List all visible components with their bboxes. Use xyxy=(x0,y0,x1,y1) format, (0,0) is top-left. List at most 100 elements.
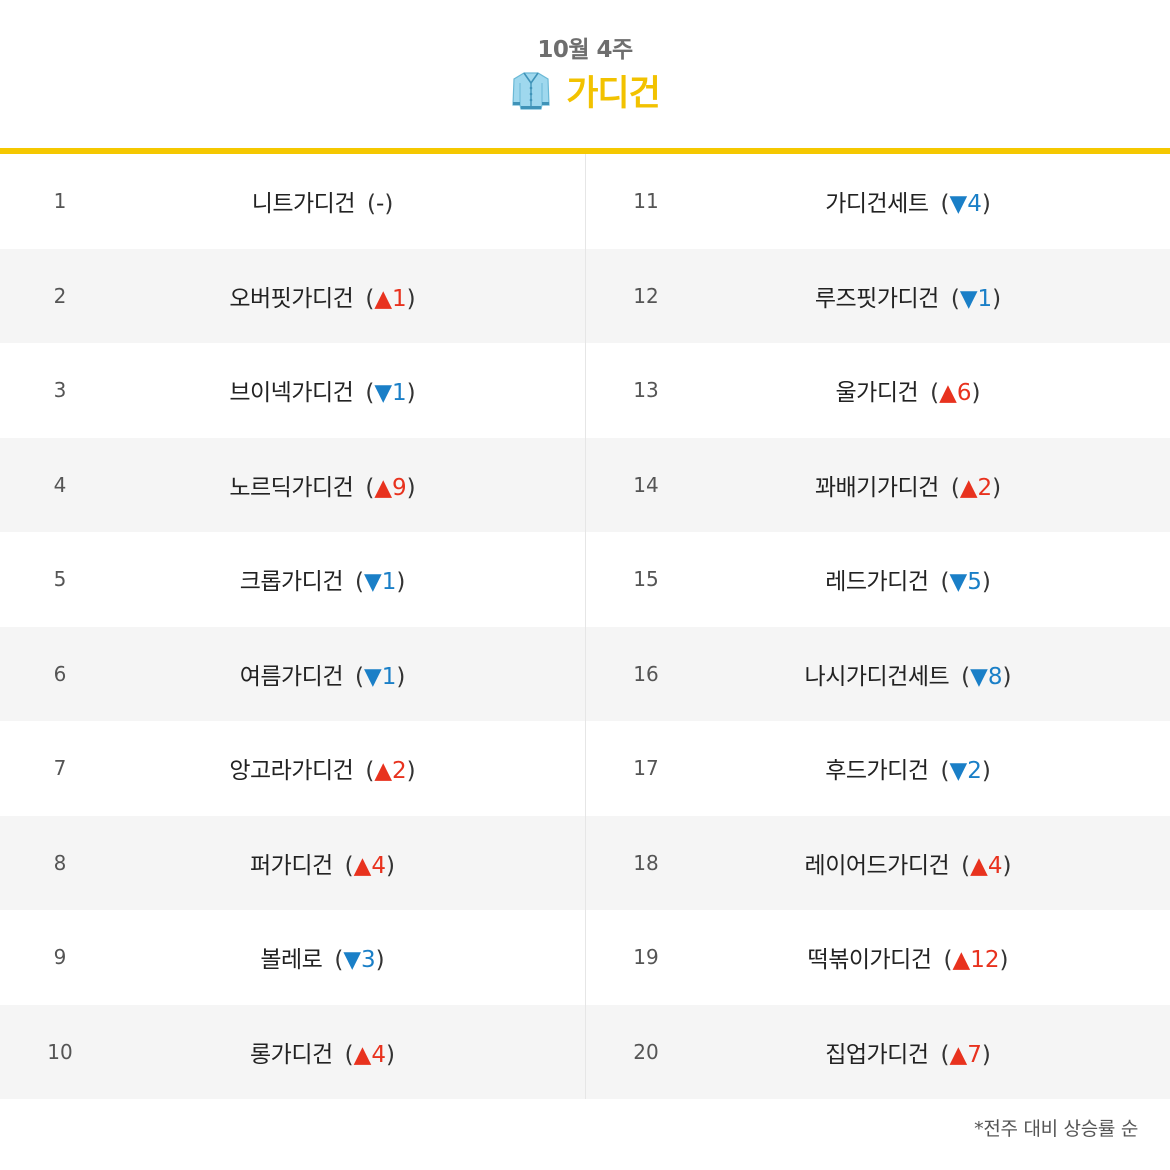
ranking-item: 15 레드가디건 (▼5) xyxy=(585,532,1170,627)
item-entry: 루즈핏가디건 (▼1) xyxy=(706,279,1170,313)
close-paren: ) xyxy=(406,758,416,785)
table-row: 10 롱가디건 (▲4) 20 집업가디건 (▲7) xyxy=(0,1004,1170,1100)
table-row: 4 노르딕가디건 (▲9) 14 꽈배기가디건 (▲2) xyxy=(0,437,1170,533)
rank-number: 2 xyxy=(53,283,67,308)
up-arrow-icon: ▲ xyxy=(353,1041,372,1068)
change-value: - xyxy=(376,191,385,218)
item-entry: 롱가디건 (▲4) xyxy=(120,1035,585,1069)
rank-number: 8 xyxy=(53,850,67,875)
item-name: 레이어드가디건 xyxy=(804,852,950,879)
up-arrow-icon: ▲ xyxy=(374,285,393,312)
item-entry: 울가디건 (▲6) xyxy=(706,373,1170,407)
down-arrow-icon: ▼ xyxy=(949,191,968,218)
rank-change: (▼2) xyxy=(941,758,991,784)
ranking-item: 7 앙고라가디건 (▲2) xyxy=(0,721,585,816)
item-entry: 나시가디건세트 (▼8) xyxy=(706,657,1170,691)
ranking-item: 5 크롭가디건 (▼1) xyxy=(0,532,585,627)
ranking-item: 19 떡볶이가디건 (▲12) xyxy=(585,910,1170,1005)
change-value: 1 xyxy=(381,663,397,690)
item-name: 니트가디건 xyxy=(251,191,356,218)
change-value: 12 xyxy=(970,947,1000,974)
rank-change: (▲2) xyxy=(951,475,1001,501)
item-name: 나시가디건세트 xyxy=(804,663,950,690)
rank-change: (▲1) xyxy=(365,286,415,312)
accent-divider xyxy=(0,148,1170,154)
down-arrow-icon: ▼ xyxy=(363,569,382,596)
item-name: 떡볶이가디건 xyxy=(807,947,932,974)
item-entry: 볼레로 (▼3) xyxy=(120,940,585,974)
rank-number: 4 xyxy=(53,472,67,497)
rank-number: 19 xyxy=(633,945,659,970)
rank-change: (▲9) xyxy=(365,475,415,501)
ranking-table: 1 니트가디건 (-) 11 가디건세트 (▼4) 2 오버핏가디건 (▲1) 12 루즈핏가디건(… xyxy=(0,154,1170,1099)
close-paren: ) xyxy=(981,569,991,596)
rank-change: (▼1) xyxy=(951,286,1001,312)
open-paren: ( xyxy=(367,191,376,218)
change-value: 2 xyxy=(392,758,407,785)
ranking-item: 1 니트가디건 (-) xyxy=(0,154,585,249)
open-paren: ( xyxy=(940,569,950,596)
item-entry: 브이넥가디건 (▼1) xyxy=(120,373,585,407)
rank-change: (▼8) xyxy=(961,664,1011,690)
up-arrow-icon: ▲ xyxy=(374,474,393,501)
up-arrow-icon: ▲ xyxy=(952,947,971,974)
change-value: 4 xyxy=(987,852,1003,879)
change-value: 2 xyxy=(967,758,982,785)
item-name: 후드가디건 xyxy=(825,758,929,785)
open-paren: ( xyxy=(344,1041,354,1068)
change-value: 2 xyxy=(977,474,993,501)
item-entry: 앙고라가디건 (▲2) xyxy=(120,751,585,785)
item-entry: 여름가디건 (▼1) xyxy=(120,657,585,691)
rank-number: 1 xyxy=(53,189,67,214)
ranking-item: 6 여름가디건 (▼1) xyxy=(0,627,585,722)
item-entry: 후드가디건 (▼2) xyxy=(706,751,1170,785)
item-name: 여름가디건 xyxy=(239,663,344,690)
open-paren: ( xyxy=(950,474,960,501)
ranking-item: 13 울가디건 (▲6) xyxy=(585,343,1170,438)
ranking-item: 11 가디건세트 (▼4) xyxy=(585,154,1170,249)
close-paren: ) xyxy=(999,947,1009,974)
item-entry: 꽈배기가디건 (▲2) xyxy=(706,468,1170,502)
ranking-item: 12 루즈핏가디건 (▼1) xyxy=(585,248,1170,343)
rank-change: (-) xyxy=(367,191,393,217)
table-row: 8 퍼가디건 (▲4) 18 레이어드가디건 (▲4) xyxy=(0,815,1170,910)
item-entry: 크롭가디건 (▼1) xyxy=(120,562,585,596)
open-paren: ( xyxy=(940,1041,950,1068)
rank-change: (▲2) xyxy=(365,758,415,784)
rank-number: 6 xyxy=(53,661,67,686)
change-value: 4 xyxy=(371,1041,386,1068)
open-paren: ( xyxy=(365,474,375,501)
item-entry: 떡볶이가디건 (▲12) xyxy=(706,940,1170,974)
ranking-item: 10 롱가디건 (▲4) xyxy=(0,1005,585,1100)
rank-number: 11 xyxy=(633,189,659,214)
up-arrow-icon: ▲ xyxy=(959,474,978,501)
rank-change: (▼1) xyxy=(355,664,405,690)
open-paren: ( xyxy=(344,852,354,879)
close-paren: ) xyxy=(384,191,394,218)
rank-number: 9 xyxy=(53,945,67,970)
table-row: 3 브이넥가디건 (▼1) 13 울가디건 (▲6) xyxy=(0,343,1170,438)
rank-change: (▼5) xyxy=(941,569,991,595)
down-arrow-icon: ▼ xyxy=(949,569,968,596)
item-entry: 오버핏가디건 (▲1) xyxy=(120,279,585,313)
open-paren: ( xyxy=(334,947,344,974)
item-name: 루즈핏가디건 xyxy=(814,285,939,312)
open-paren: ( xyxy=(930,380,940,407)
item-name: 울가디건 xyxy=(835,380,919,407)
table-row: 9 볼레로 (▼3) 19 떡볶이가디건 (▲12) xyxy=(0,910,1170,1005)
up-arrow-icon: ▲ xyxy=(949,1041,968,1068)
ranking-item: 18 레이어드가디건 (▲4) xyxy=(585,815,1170,910)
change-value: 1 xyxy=(977,285,993,312)
down-arrow-icon: ▼ xyxy=(970,663,988,690)
down-arrow-icon: ▼ xyxy=(949,758,968,785)
close-paren: ) xyxy=(992,285,1002,312)
item-name: 노르딕가디건 xyxy=(229,474,354,501)
ranking-item: 16 나시가디건세트 (▼8) xyxy=(585,626,1170,721)
change-value: 1 xyxy=(381,569,397,596)
close-paren: ) xyxy=(375,947,385,974)
open-paren: ( xyxy=(940,191,950,218)
rank-number: 13 xyxy=(633,378,659,403)
ranking-item: 4 노르딕가디건 (▲9) xyxy=(0,438,585,533)
rank-change: (▼1) xyxy=(355,569,405,595)
rank-number: 18 xyxy=(633,850,659,875)
